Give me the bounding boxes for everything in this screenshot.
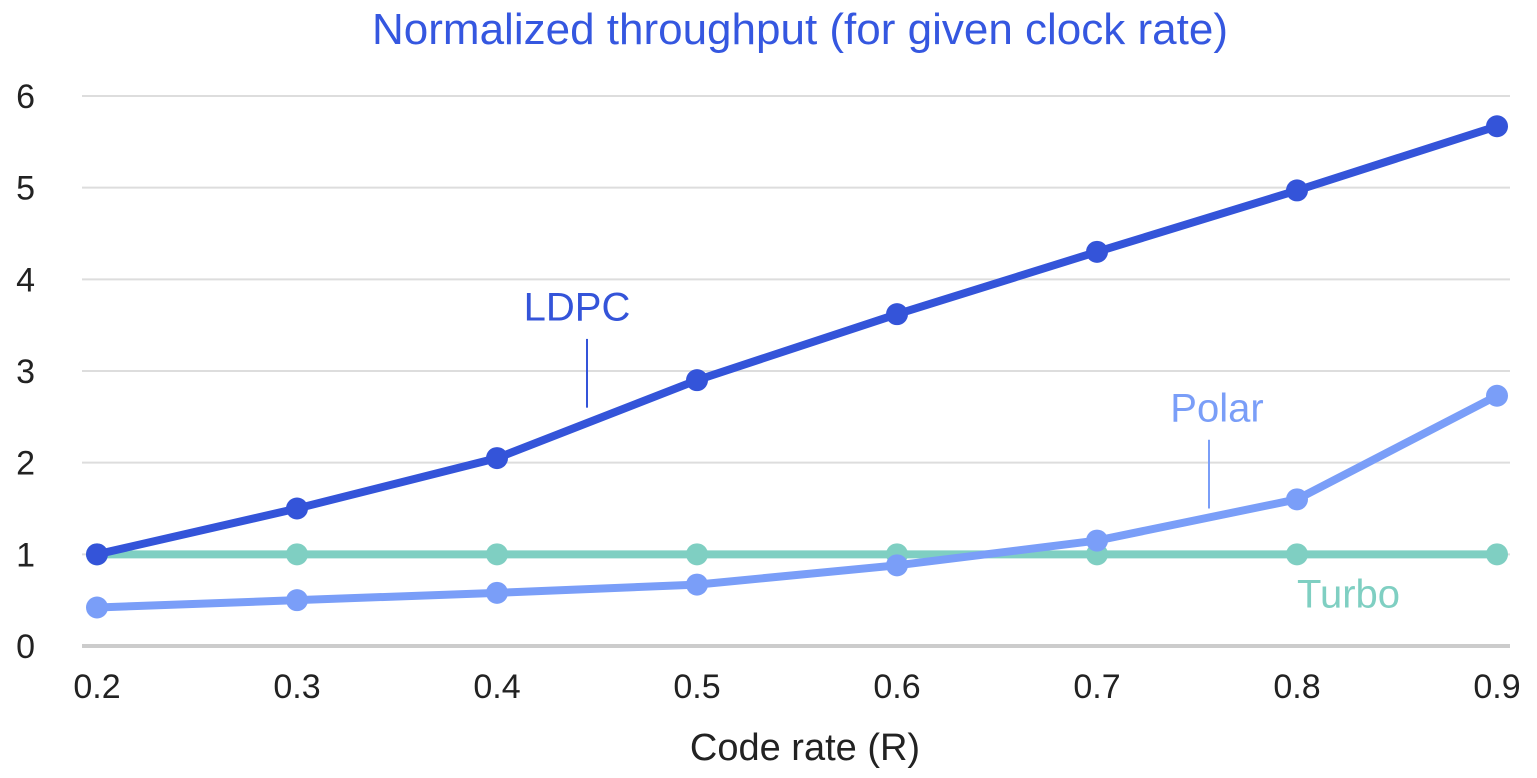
x-tick-label: 0.7	[1073, 668, 1120, 706]
turbo-point	[486, 543, 508, 566]
x-tick-label: 0.5	[673, 668, 720, 706]
y-tick-label: 6	[16, 78, 35, 116]
ldpc-point	[486, 447, 508, 470]
turbo-point	[1486, 543, 1508, 566]
ldpc-point	[686, 369, 708, 392]
ldpc-point	[286, 497, 308, 520]
x-tick-label: 0.8	[1273, 668, 1320, 706]
y-tick-label: 1	[16, 536, 35, 574]
turbo-point	[1286, 543, 1308, 566]
polar-point	[486, 581, 508, 604]
y-tick-label: 3	[16, 353, 35, 391]
chart-title: Normalized throughput (for given clock r…	[372, 5, 1228, 54]
ldpc-point	[1486, 115, 1508, 138]
ldpc-label: LDPC	[524, 286, 631, 330]
x-axis-ticks: 0.2 0.3 0.4 0.5 0.6 0.7 0.8 0.9	[73, 668, 1520, 706]
x-tick-label: 0.6	[873, 668, 920, 706]
ldpc-line	[93, 122, 1501, 559]
y-axis-ticks: 0 1 2 3 4 5 6	[16, 78, 35, 666]
turbo-series	[86, 543, 1508, 566]
turbo-point	[286, 543, 308, 566]
x-tick-label: 0.4	[473, 668, 520, 706]
polar-point	[1286, 488, 1308, 511]
turbo-point	[686, 543, 708, 566]
series-layer	[86, 115, 1508, 619]
polar-label: Polar	[1170, 386, 1263, 430]
polar-line	[93, 391, 1501, 612]
ldpc-point	[886, 303, 908, 326]
polar-series	[86, 384, 1508, 619]
series-labels: LDPC Polar Turbo	[524, 286, 1400, 617]
ldpc-point	[86, 543, 108, 566]
polar-point	[886, 554, 908, 577]
y-tick-label: 5	[16, 170, 35, 208]
y-tick-label: 0	[16, 628, 35, 666]
x-tick-label: 0.9	[1473, 668, 1520, 706]
polar-point	[686, 573, 708, 596]
ldpc-point	[1086, 240, 1108, 263]
polar-point	[1486, 384, 1508, 407]
ldpc-point	[1286, 179, 1308, 202]
polar-point	[1086, 529, 1108, 552]
polar-point	[286, 589, 308, 612]
y-tick-label: 4	[16, 261, 35, 299]
polar-point	[86, 596, 108, 619]
turbo-label: Turbo	[1297, 573, 1400, 617]
y-tick-label: 2	[16, 445, 35, 483]
ldpc-series	[86, 115, 1508, 566]
x-tick-label: 0.2	[73, 668, 120, 706]
x-tick-label: 0.3	[273, 668, 320, 706]
x-axis-label: Code rate (R)	[690, 727, 920, 769]
